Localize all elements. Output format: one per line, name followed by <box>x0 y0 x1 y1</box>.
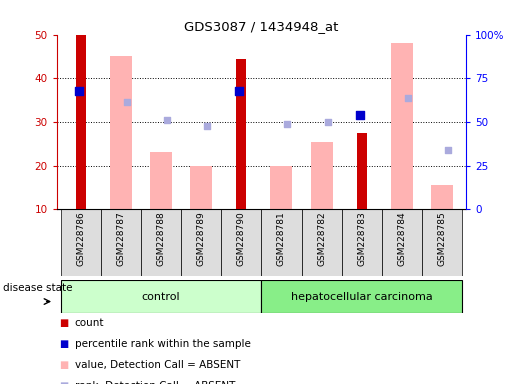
Text: control: control <box>142 291 180 302</box>
Text: GSM228785: GSM228785 <box>437 211 447 266</box>
Point <box>355 112 364 118</box>
Text: GSM228788: GSM228788 <box>157 211 165 266</box>
Text: value, Detection Call = ABSENT: value, Detection Call = ABSENT <box>75 360 240 370</box>
Bar <box>357 133 367 209</box>
Text: GSM228790: GSM228790 <box>237 211 246 266</box>
Bar <box>382 209 422 276</box>
Text: GSM228789: GSM228789 <box>197 211 205 266</box>
Text: rank, Detection Call = ABSENT: rank, Detection Call = ABSENT <box>75 381 235 384</box>
Bar <box>190 166 212 209</box>
Bar <box>236 59 246 209</box>
Bar <box>221 209 261 276</box>
Point <box>75 88 83 94</box>
Text: GSM228787: GSM228787 <box>116 211 125 266</box>
Bar <box>270 166 293 209</box>
Text: ■: ■ <box>59 318 68 328</box>
Bar <box>101 209 141 276</box>
Text: disease state: disease state <box>3 283 72 293</box>
Text: percentile rank within the sample: percentile rank within the sample <box>75 339 251 349</box>
Bar <box>61 280 262 313</box>
Bar <box>422 209 462 276</box>
Text: hepatocellular carcinoma: hepatocellular carcinoma <box>291 291 433 302</box>
Bar <box>391 43 413 209</box>
Point <box>163 117 171 123</box>
Text: GSM228781: GSM228781 <box>277 211 286 266</box>
Point <box>404 95 412 101</box>
Text: count: count <box>75 318 104 328</box>
Point <box>444 147 452 153</box>
Bar <box>150 152 172 209</box>
Point <box>235 88 244 94</box>
Bar <box>341 209 382 276</box>
Text: GSM228782: GSM228782 <box>317 211 326 266</box>
Text: GSM228784: GSM228784 <box>398 211 406 266</box>
Bar <box>141 209 181 276</box>
Point <box>323 119 332 125</box>
Text: ■: ■ <box>59 381 68 384</box>
Bar <box>311 142 333 209</box>
Bar <box>181 209 221 276</box>
Text: ■: ■ <box>59 339 68 349</box>
Bar <box>261 209 301 276</box>
Bar <box>431 185 453 209</box>
Bar <box>261 280 462 313</box>
Bar <box>301 209 341 276</box>
Text: GSM228786: GSM228786 <box>76 211 85 266</box>
Text: ■: ■ <box>59 360 68 370</box>
Bar <box>76 35 85 209</box>
Point <box>203 123 211 129</box>
Bar <box>110 56 132 209</box>
Point <box>283 121 291 127</box>
Bar <box>61 209 101 276</box>
Point <box>123 99 131 105</box>
Title: GDS3087 / 1434948_at: GDS3087 / 1434948_at <box>184 20 338 33</box>
Text: GSM228783: GSM228783 <box>357 211 366 266</box>
